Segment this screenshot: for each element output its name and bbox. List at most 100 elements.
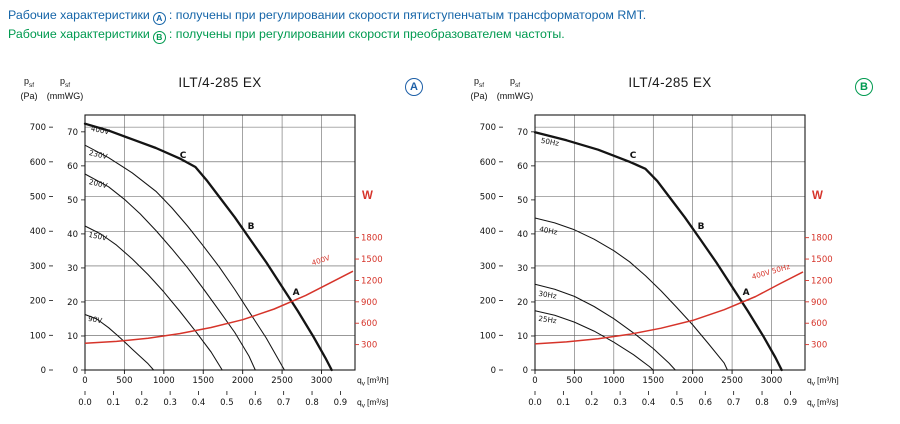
plot-border bbox=[84, 114, 356, 371]
curve-letter-C: C bbox=[180, 151, 187, 161]
note-a: Рабочие характеристики A: получены при ре… bbox=[8, 6, 900, 25]
m3s-tick-label: 0.3 bbox=[613, 398, 627, 408]
power-tick-label: 1200 bbox=[811, 276, 833, 286]
mmwg-tick-label: 10 bbox=[517, 332, 528, 342]
m3s-tick-label: 0.8 bbox=[755, 398, 769, 408]
chart-a-flow-unit-m3h: qv [m³/h] bbox=[357, 375, 389, 388]
mmwg-tick-label: 50 bbox=[517, 196, 528, 206]
pa-tick-label: 100 bbox=[480, 331, 496, 341]
chart-b-flow-unit-m3h: qv [m³/h] bbox=[807, 375, 839, 388]
chart-a-flow-unit-m3s: qv [m³/s] bbox=[357, 397, 389, 410]
m3h-tick-label: 500 bbox=[116, 376, 132, 386]
power-tick-label: 1800 bbox=[361, 234, 383, 244]
curve-letter-C: C bbox=[630, 151, 637, 161]
m3s-tick-label: 0.2 bbox=[585, 398, 599, 408]
curve-label-40Hz: 40Hz bbox=[539, 224, 559, 236]
curve-letter-B: B bbox=[698, 222, 705, 232]
m3h-tick-label: 1500 bbox=[192, 376, 214, 386]
mmwg-tick-label: 0 bbox=[73, 366, 78, 376]
m3s-tick-label: 0.6 bbox=[249, 398, 263, 408]
chart-a-pa-axis-label: psf (Pa) bbox=[20, 76, 38, 101]
m3s-tick-label: 0.1 bbox=[107, 398, 121, 408]
note-b-suffix: : получены при регулировании скорости пр… bbox=[168, 27, 565, 41]
m3s-tick-label: 0.4 bbox=[192, 398, 206, 408]
m3s-tick-label: 0.7 bbox=[727, 398, 741, 408]
badge-b-inline-letter: B bbox=[156, 32, 163, 42]
power-tick-label: 900 bbox=[361, 298, 377, 308]
power-tick-label: 1500 bbox=[361, 255, 383, 265]
mmwg-tick-label: 40 bbox=[517, 230, 528, 240]
curve-letter-B: B bbox=[248, 222, 255, 232]
power-curve-label: 400V 50Hz bbox=[751, 262, 791, 282]
mmwg-tick-label: 10 bbox=[67, 332, 78, 342]
pressure-curve-25Hz bbox=[534, 310, 654, 371]
m3h-tick-label: 2000 bbox=[232, 376, 254, 386]
mmwg-tick-label: 20 bbox=[517, 298, 528, 308]
m3s-tick-label: 0.3 bbox=[163, 398, 177, 408]
curve-letter-A: A bbox=[743, 288, 750, 298]
m3s-tick-label: 0.5 bbox=[670, 398, 684, 408]
power-tick-label: 300 bbox=[361, 341, 377, 351]
fan-curve-chart-a: 0 100 200 300 400 500 600 700 0 10 20 30 40 50 60 70 300… bbox=[0, 70, 450, 424]
curve-label-200V: 200V bbox=[88, 177, 108, 190]
curve-letter-A: A bbox=[293, 288, 300, 298]
chart-a-title: ILT/4-285 EX bbox=[178, 75, 262, 90]
pressure-curve-30Hz bbox=[534, 283, 676, 371]
pa-tick-label: 600 bbox=[30, 158, 46, 168]
pa-tick-label: 700 bbox=[480, 123, 496, 133]
chart-b-flow-unit-m3s: qv [m³/s] bbox=[807, 397, 839, 410]
note-b: Рабочие характеристики B : получены при ре… bbox=[8, 25, 900, 44]
curve-label-90V: 90V bbox=[87, 314, 102, 325]
pa-tick-label: 400 bbox=[480, 227, 496, 237]
pa-tick-label: 500 bbox=[30, 193, 46, 203]
mmwg-tick-label: 50 bbox=[67, 196, 78, 206]
chart-a-badge: A bbox=[405, 78, 423, 96]
chart-a-canvas: 0 100 200 300 400 500 600 700 0 10 20 30 40 50 60 70 300… bbox=[30, 114, 383, 408]
m3s-tick-label: 0.2 bbox=[135, 398, 149, 408]
m3s-tick-label: 0.0 bbox=[528, 398, 542, 408]
mmwg-tick-label: 70 bbox=[67, 128, 78, 138]
pa-tick-label: 700 bbox=[30, 123, 46, 133]
pa-tick-label: 300 bbox=[30, 262, 46, 272]
note-a-prefix: Рабочие характеристики bbox=[8, 8, 150, 22]
chart-a-mmwg-axis-label: psf (mmWG) bbox=[46, 76, 84, 101]
m3h-tick-label: 0 bbox=[532, 376, 537, 386]
plot-border bbox=[534, 114, 806, 371]
m3s-tick-label: 0.9 bbox=[784, 398, 798, 408]
mmwg-tick-label: 60 bbox=[517, 162, 528, 172]
mmwg-tick-label: 30 bbox=[67, 264, 78, 274]
pa-tick-label: 0 bbox=[491, 366, 496, 376]
pressure-curve-50Hz bbox=[533, 131, 783, 372]
pa-tick-label: 0 bbox=[41, 366, 46, 376]
curve-label-230V: 230V bbox=[88, 148, 108, 161]
badge-a-inline-letter: A bbox=[156, 13, 163, 23]
m3h-tick-label: 2500 bbox=[721, 376, 743, 386]
power-curve bbox=[534, 271, 804, 345]
m3h-tick-label: 1500 bbox=[642, 376, 664, 386]
power-tick-label: 1200 bbox=[361, 276, 383, 286]
power-tick-label: 1800 bbox=[811, 234, 833, 244]
pa-tick-label: 300 bbox=[480, 262, 496, 272]
chart-b-title: ILT/4-285 EX bbox=[628, 75, 712, 90]
curve-label-25Hz: 25Hz bbox=[538, 314, 558, 325]
m3s-tick-label: 0.5 bbox=[220, 398, 234, 408]
m3s-tick-label: 0.6 bbox=[699, 398, 713, 408]
power-tick-label: 300 bbox=[811, 341, 827, 351]
pa-tick-label: 500 bbox=[480, 193, 496, 203]
charts-row: 0 100 200 300 400 500 600 700 0 10 20 30 40 50 60 70 300… bbox=[0, 70, 900, 424]
m3s-tick-label: 0.7 bbox=[277, 398, 291, 408]
note-b-prefix: Рабочие характеристики bbox=[8, 27, 150, 41]
pa-tick-label: 400 bbox=[30, 227, 46, 237]
chart-b-badge: B bbox=[855, 78, 873, 96]
chart-b-canvas: 0 100 200 300 400 500 600 700 0 10 20 30 40 50 60 70 300… bbox=[480, 114, 833, 408]
curve-label-150V: 150V bbox=[88, 230, 108, 243]
chart-b-power-axis-label: W bbox=[812, 190, 823, 202]
mmwg-tick-label: 20 bbox=[67, 298, 78, 308]
pa-tick-label: 200 bbox=[30, 297, 46, 307]
power-curve-label: 400V bbox=[310, 253, 331, 267]
m3h-tick-label: 2500 bbox=[271, 376, 293, 386]
badge-a-inline-icon: A bbox=[152, 11, 166, 25]
mmwg-tick-label: 0 bbox=[523, 366, 528, 376]
m3s-tick-label: 0.8 bbox=[305, 398, 319, 408]
